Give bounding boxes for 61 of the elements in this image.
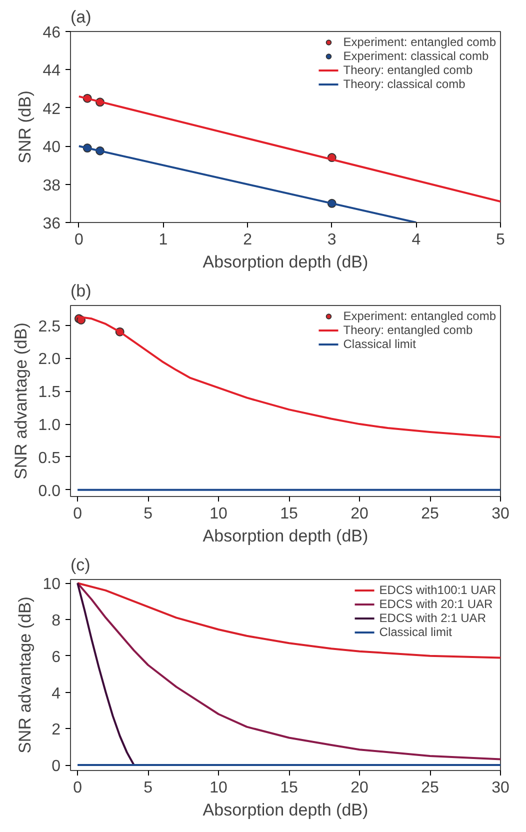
y-tick-label: 42: [42, 100, 61, 118]
x-axis-title: Absorption depth (dB): [202, 252, 368, 272]
legend-label: Experiment: entangled comb: [343, 35, 496, 49]
y-axis-title: SNR (dB): [16, 90, 35, 164]
legend-label: Experiment: entangled comb: [343, 309, 496, 323]
y-tick-label: 46: [42, 24, 61, 42]
y-tick-label: 40: [42, 139, 61, 156]
x-tick-label: 0: [73, 506, 82, 522]
legend-label: Theory: entangled comb: [343, 323, 473, 337]
y-tick-label: 2.0: [38, 351, 61, 368]
line-series: [76, 582, 135, 766]
x-tick-label: 30: [492, 506, 510, 522]
x-tick-label: 5: [144, 780, 153, 796]
y-tick-label: 44: [42, 62, 61, 80]
chart-title: (b): [70, 282, 92, 300]
x-axis-title: Absorption depth (dB): [202, 800, 368, 820]
y-tick-label: 6: [52, 648, 61, 666]
x-tick-label: 1: [158, 232, 168, 248]
y-axis-title: SNR advantage (dB): [11, 322, 30, 480]
x-tick-label: 15: [280, 506, 298, 522]
x-tick-label: 2: [243, 232, 252, 248]
legend-label: EDCS with100:1 UAR: [379, 583, 496, 597]
y-tick-label: 0.5: [38, 450, 61, 467]
x-tick-label: 3: [327, 232, 336, 248]
x-tick-label: 25: [421, 780, 440, 796]
legend-label: Classical limit: [343, 337, 416, 351]
chart-title: (c): [70, 556, 90, 574]
x-tick-label: 10: [210, 506, 228, 522]
legend-label: Classical limit: [379, 625, 452, 639]
x-axis-title: Absorption depth (dB): [202, 526, 368, 546]
y-tick-label: 10: [42, 576, 61, 594]
x-tick-label: 5: [144, 506, 153, 522]
chart-title: (a): [70, 8, 92, 26]
y-tick-label: 0.0: [38, 482, 61, 500]
y-axis-title: SNR advantage (dB): [16, 596, 35, 754]
y-tick-label: 1.5: [38, 384, 61, 402]
legend-label: Theory: classical comb: [343, 77, 466, 91]
y-tick-label: 1.0: [38, 417, 61, 434]
y-tick-label: 36: [42, 216, 61, 232]
x-tick-label: 20: [350, 780, 369, 796]
y-tick-label: 0: [52, 758, 61, 776]
y-tick-label: 8: [52, 612, 61, 630]
x-tick-label: 4: [412, 232, 421, 248]
y-tick-label: 2: [52, 722, 61, 739]
line-series: [76, 582, 500, 760]
x-tick-label: 30: [492, 780, 510, 796]
legend-label: Theory: entangled comb: [343, 63, 473, 77]
legend-label: EDCS with 2:1 UAR: [379, 611, 486, 625]
x-tick-label: 5: [496, 232, 506, 248]
y-tick-label: 38: [42, 177, 61, 194]
line-series: [76, 582, 500, 659]
y-tick-label: 2.5: [38, 318, 61, 336]
x-tick-label: 10: [210, 780, 228, 796]
legend-label: EDCS with 20:1 UAR: [379, 597, 493, 611]
x-tick-label: 20: [350, 506, 369, 522]
legend-label: Experiment: classical comb: [343, 49, 489, 63]
x-tick-label: 0: [74, 232, 84, 248]
x-tick-label: 0: [73, 780, 82, 796]
x-tick-label: 15: [280, 780, 298, 796]
y-tick-label: 4: [52, 685, 61, 702]
x-tick-label: 25: [421, 506, 440, 522]
